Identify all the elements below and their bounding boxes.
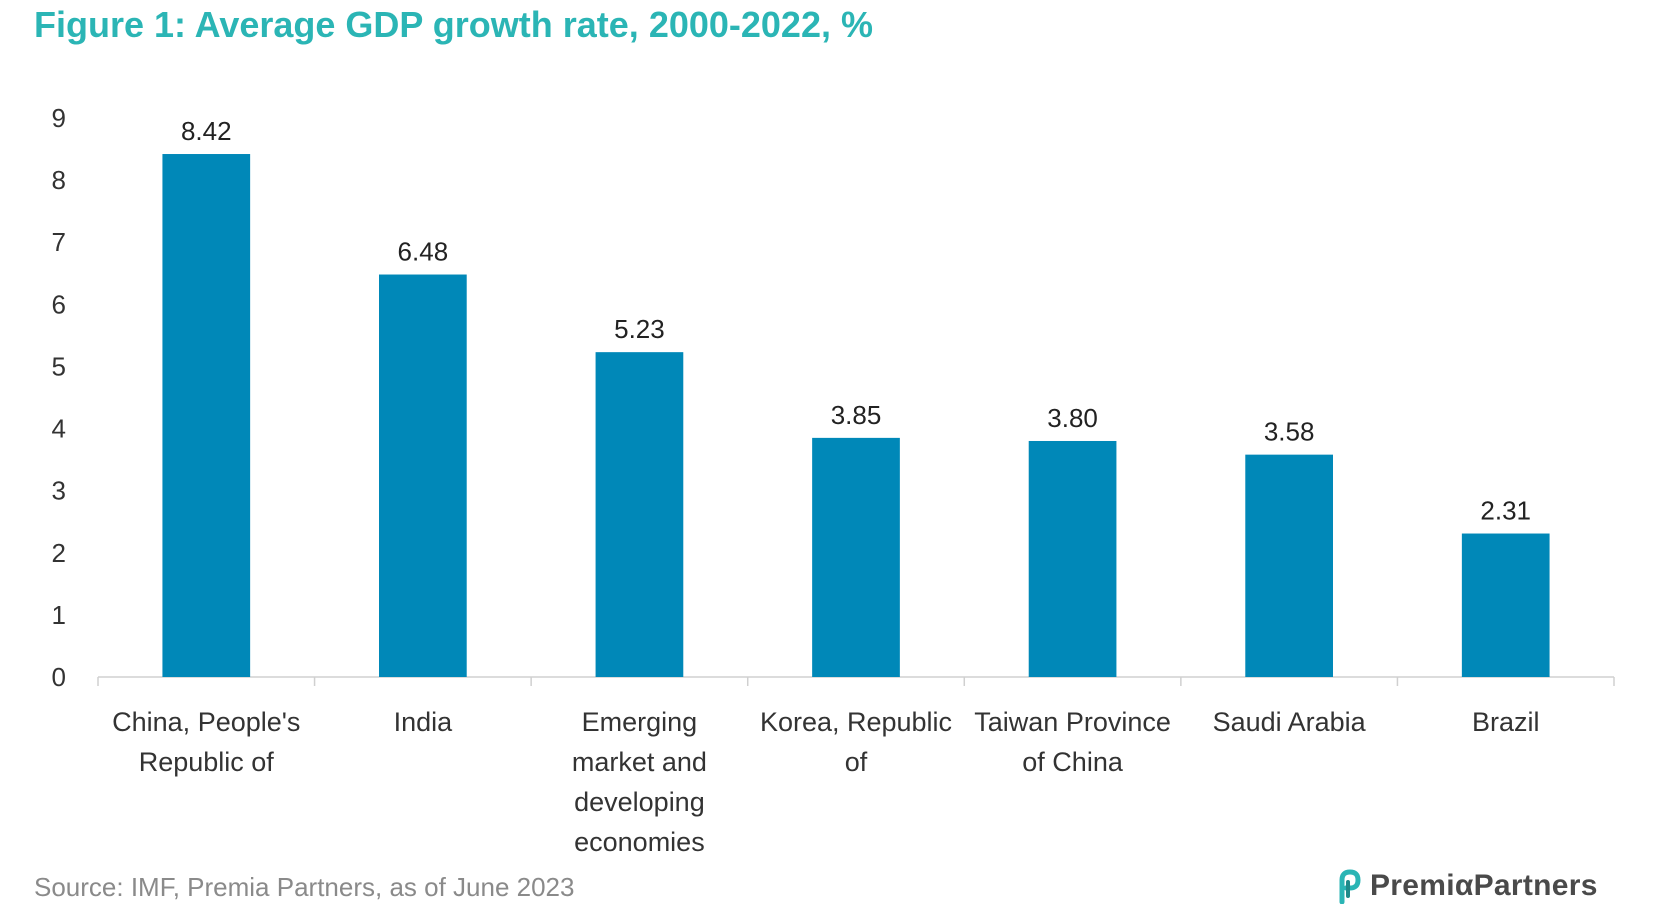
category-label: Saudi Arabia — [1213, 707, 1367, 737]
bar — [812, 437, 900, 677]
category-label-line: Taiwan Province — [974, 707, 1171, 737]
y-tick-label: 0 — [52, 662, 66, 692]
category-label-line: market and — [572, 747, 707, 777]
bar-value-label: 6.48 — [398, 237, 449, 267]
bar — [1028, 440, 1117, 677]
bar-value-label: 3.85 — [831, 400, 882, 430]
category-label-line: India — [394, 707, 454, 737]
category-label-line: Republic of — [139, 747, 275, 777]
bar-value-label: 5.23 — [614, 314, 665, 344]
y-tick-label: 2 — [52, 538, 66, 568]
bar-value-label: 8.42 — [181, 116, 232, 146]
y-tick-label: 7 — [52, 227, 66, 257]
category-label: Korea, Republic of — [760, 707, 952, 777]
category-label-line: China, People's — [112, 707, 300, 737]
category-label-line: Korea, Republic — [760, 707, 952, 737]
bar — [595, 352, 684, 677]
y-tick-label: 1 — [52, 600, 66, 630]
category-label: Taiwan Province of China — [974, 707, 1171, 777]
bar — [1245, 454, 1333, 677]
bar-value-label: 3.80 — [1047, 403, 1098, 433]
bar — [1461, 533, 1550, 677]
bar-value-label: 3.58 — [1264, 417, 1315, 447]
y-tick-label: 3 — [52, 476, 66, 506]
y-tick-label: 9 — [52, 103, 66, 133]
logo-text: PremiαPartners — [1370, 869, 1598, 902]
category-label-line: of — [845, 747, 868, 777]
brand-logo: PremiαPartners — [1336, 868, 1598, 904]
bar-value-label: 2.31 — [1480, 496, 1531, 526]
bar — [162, 154, 251, 678]
category-label-line: Saudi Arabia — [1213, 707, 1367, 737]
bar — [379, 274, 467, 677]
category-label: China, People's Republic of — [112, 707, 300, 777]
y-tick-label: 5 — [52, 351, 66, 381]
category-label: Brazil — [1472, 707, 1540, 737]
chart-title: Figure 1: Average GDP growth rate, 2000-… — [34, 4, 873, 45]
premia-logo-icon — [1339, 869, 1361, 904]
y-tick-label: 4 — [52, 414, 66, 444]
category-label: India — [394, 707, 454, 737]
category-label-line: Brazil — [1472, 707, 1540, 737]
source-note: Source: IMF, Premia Partners, as of June… — [34, 872, 575, 902]
category-label-line: developing — [574, 787, 705, 817]
category-label-line: economies — [574, 827, 705, 857]
category-label-line: Emerging — [582, 707, 698, 737]
y-tick-label: 8 — [52, 165, 66, 195]
y-tick-label: 6 — [52, 289, 66, 319]
category-label-line: of China — [1022, 747, 1124, 777]
category-label: Emerging market and developing economies — [572, 707, 707, 857]
